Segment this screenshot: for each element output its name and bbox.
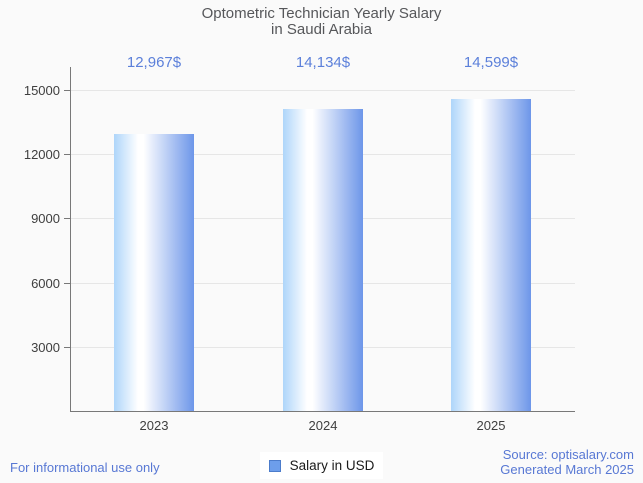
y-axis-label-12000: 12000 <box>23 147 60 162</box>
y-axis-tick-9000 <box>64 218 70 219</box>
disclaimer-text: For informational use only <box>10 460 160 475</box>
x-axis-line <box>70 411 575 412</box>
generated-date: Generated March 2025 <box>500 462 634 477</box>
y-axis-tick-12000 <box>64 154 70 155</box>
value-label-2024: 14,134$ <box>295 54 351 71</box>
bar-2024[interactable] <box>283 109 363 411</box>
y-axis-label-9000: 9000 <box>31 211 60 226</box>
source-link[interactable]: Source: optisalary.com <box>502 447 634 462</box>
source-block: Source: optisalary.com Generated March 2… <box>500 447 634 477</box>
bar-2023[interactable] <box>114 134 194 411</box>
y-axis-line <box>70 67 71 412</box>
y-axis-tick-3000 <box>64 347 70 348</box>
x-axis-label-2023: 2023 <box>139 418 169 433</box>
x-axis-label-2024: 2024 <box>308 418 338 433</box>
y-axis-label-3000: 3000 <box>31 340 60 355</box>
bar-2025[interactable] <box>451 99 531 411</box>
value-label-2025: 14,599$ <box>463 54 519 71</box>
x-axis-label-2025: 2025 <box>476 418 506 433</box>
y-axis-label-6000: 6000 <box>31 276 60 291</box>
gridline-15000 <box>70 90 575 91</box>
legend-label: Salary in USD <box>289 458 375 473</box>
legend: Salary in USD <box>0 452 643 479</box>
legend-swatch-icon <box>268 459 281 472</box>
y-axis-label-15000: 15000 <box>23 83 60 98</box>
y-axis-tick-15000 <box>64 90 70 91</box>
chart-title-line1: Optometric Technician Yearly Salary <box>201 5 442 22</box>
value-label-2023: 12,967$ <box>126 54 182 71</box>
y-axis-tick-6000 <box>64 283 70 284</box>
chart-title-line2: in Saudi Arabia <box>271 21 372 38</box>
legend-item-salary[interactable]: Salary in USD <box>259 452 384 479</box>
